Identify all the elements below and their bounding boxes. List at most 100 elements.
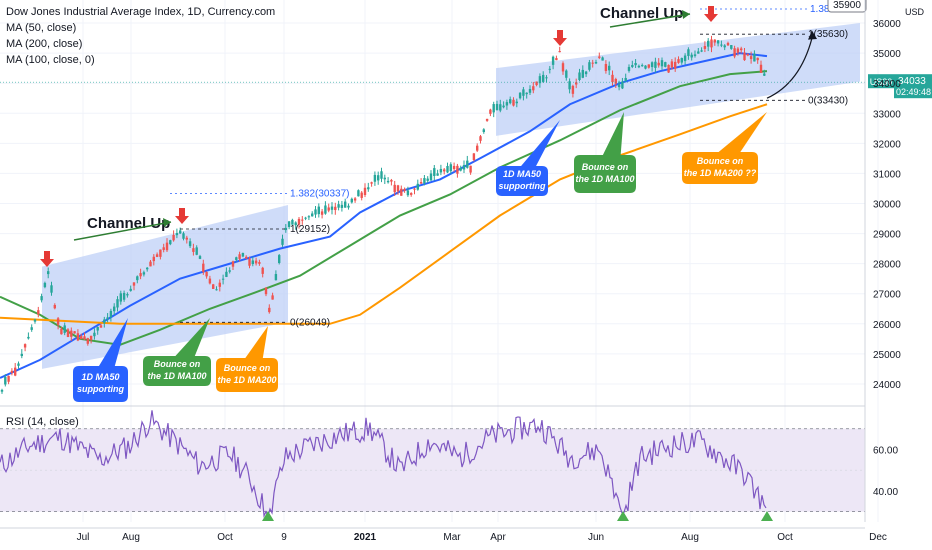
candle-body <box>730 45 733 49</box>
candle-body <box>740 48 743 51</box>
target-flag-text: 35900 <box>833 0 861 11</box>
candle-body <box>50 285 53 293</box>
time-tick-label: Aug <box>681 532 699 543</box>
candle-body <box>644 65 647 69</box>
candle-body <box>687 49 690 56</box>
candle-body <box>76 333 80 341</box>
candle-body <box>330 206 334 210</box>
candle-body <box>581 69 584 78</box>
candle-body <box>443 169 446 172</box>
candle-body <box>155 254 159 257</box>
candle-body <box>591 62 594 64</box>
candle-body <box>462 165 466 170</box>
candle-body <box>548 68 551 70</box>
candle-body <box>515 101 518 104</box>
rsi-line <box>0 410 767 519</box>
candle-body <box>363 187 367 196</box>
candle-body <box>218 282 221 287</box>
candle-body <box>532 86 535 91</box>
candle-body <box>126 294 129 296</box>
candle-body <box>162 247 165 250</box>
top-arrow-1-stem <box>44 251 50 259</box>
candle-body <box>198 256 202 259</box>
candle-body <box>386 180 390 183</box>
candle-body <box>99 325 103 328</box>
candle-body <box>482 129 485 133</box>
candle-body <box>433 168 436 176</box>
candle-body <box>492 104 495 113</box>
candle-body <box>383 177 386 180</box>
candle-body <box>327 207 330 211</box>
candle-body <box>621 81 624 89</box>
candle-body <box>268 307 271 313</box>
callout-ma50-2-text: supporting <box>499 181 546 191</box>
candle-body <box>245 256 248 259</box>
candle-body <box>146 267 149 270</box>
callout-ma100-1-text: Bounce on <box>154 359 201 369</box>
fib1-zero-label: 0(26049) <box>290 317 330 328</box>
last-price-text: 34033 <box>898 76 926 87</box>
candle-body <box>469 165 472 173</box>
candle-body <box>518 92 522 99</box>
candle-body <box>657 62 660 66</box>
candle-body <box>459 167 462 171</box>
candle-body <box>103 319 106 324</box>
candle-body <box>195 247 198 255</box>
candle-body <box>733 48 736 57</box>
candle-body <box>509 99 512 104</box>
callout-ma100-2-box <box>574 155 636 193</box>
candle-body <box>452 165 456 170</box>
candle-body <box>281 238 284 245</box>
candle-body <box>80 335 83 340</box>
candle-body <box>703 45 707 49</box>
callout-ma50-2-box <box>496 166 548 196</box>
candle-body <box>33 319 37 322</box>
candle-body <box>63 325 66 333</box>
candle-body <box>238 254 241 259</box>
callout-ma100-2-pointer <box>601 112 624 157</box>
top-arrow-3-stem <box>557 30 563 38</box>
candle-body <box>456 165 459 174</box>
candle-body <box>235 257 238 261</box>
candle-body <box>291 219 294 225</box>
top-arrow-1-head <box>40 259 54 267</box>
candle-body <box>390 179 393 182</box>
candle-body <box>426 178 429 181</box>
channel-zone-2 <box>496 23 860 136</box>
candle-body <box>535 81 538 86</box>
legend-ma200: MA (200, close) <box>6 38 83 50</box>
candle-body <box>208 278 212 284</box>
candle-body <box>377 175 380 181</box>
candle-body <box>664 62 667 67</box>
callout-ma200-1-text: Bounce on <box>224 363 271 373</box>
candle-body <box>545 77 548 79</box>
candle-body <box>367 187 370 190</box>
candle-body <box>0 389 4 392</box>
channel-up-2-arrow-line <box>609 13 691 28</box>
candle-body <box>561 63 565 72</box>
candle-body <box>225 271 228 277</box>
candle-body <box>680 58 683 63</box>
candle-body <box>403 188 406 191</box>
candle-body <box>713 39 716 43</box>
candle-body <box>106 317 109 320</box>
candle-body <box>466 160 469 168</box>
candle-body <box>324 205 327 214</box>
candle-body <box>215 289 218 291</box>
candle-body <box>30 327 33 330</box>
candle-body <box>56 318 60 325</box>
candle-body <box>614 79 617 84</box>
candle-body <box>139 273 142 277</box>
top-arrow-2-head <box>175 216 189 224</box>
candle-body <box>357 190 360 197</box>
candle-body <box>53 304 56 309</box>
top-arrow-3-head <box>553 38 567 46</box>
candle-body <box>169 240 172 245</box>
candle-body <box>202 263 205 272</box>
callout-ma200-2-box <box>682 152 758 184</box>
legend-title: Dow Jones Industrial Average Index, 1D, … <box>6 6 276 18</box>
price-tick-label: 31000 <box>873 169 901 180</box>
candle-body <box>439 168 443 173</box>
callout-ma200-2-text: the 1D MA200 ?? <box>684 168 757 178</box>
callout-ma100-1-text: the 1D MA100 <box>147 371 206 381</box>
